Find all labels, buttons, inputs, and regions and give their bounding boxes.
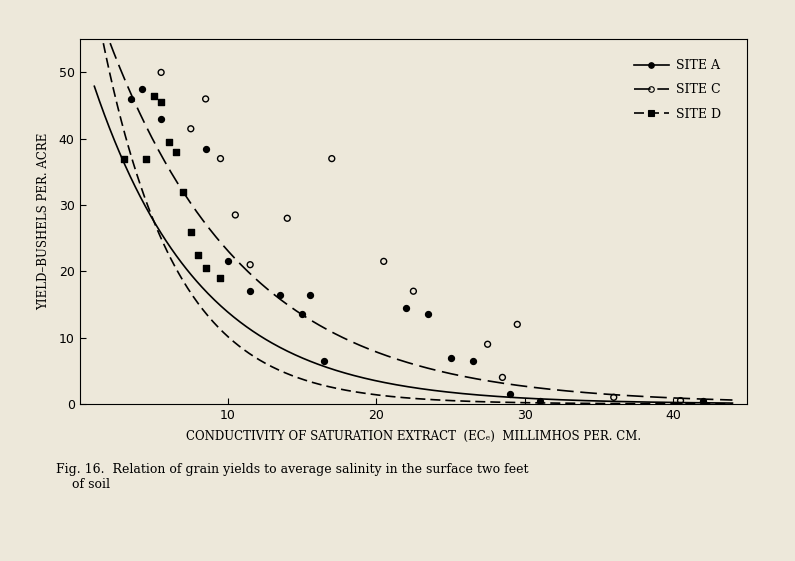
Point <box>296 310 308 319</box>
Point <box>318 356 331 365</box>
Point <box>244 260 257 269</box>
Point <box>169 148 182 157</box>
X-axis label: CONDUCTIVITY OF SATURATION EXTRACT  (ECₑ)  MILLIMHOS PER. CM.: CONDUCTIVITY OF SATURATION EXTRACT (ECₑ)… <box>186 430 641 443</box>
Point <box>467 356 479 365</box>
Point <box>533 396 546 405</box>
Point <box>200 94 212 103</box>
Point <box>378 257 390 266</box>
Point <box>244 287 257 296</box>
Point <box>214 154 227 163</box>
Point <box>140 154 153 163</box>
Point <box>674 396 687 405</box>
Point <box>155 98 168 107</box>
Point <box>162 137 175 146</box>
Legend: SITE A, SITE C, SITE D: SITE A, SITE C, SITE D <box>627 53 727 127</box>
Point <box>118 154 130 163</box>
Point <box>200 264 212 273</box>
Point <box>696 396 709 405</box>
Point <box>125 94 138 103</box>
Point <box>303 290 316 299</box>
Point <box>184 125 197 134</box>
Point <box>407 287 420 296</box>
Point <box>273 290 286 299</box>
Point <box>607 393 620 402</box>
Point <box>503 389 516 398</box>
Point <box>422 310 435 319</box>
Point <box>200 144 212 153</box>
Point <box>511 320 524 329</box>
Point <box>192 250 204 259</box>
Point <box>481 340 494 349</box>
Point <box>281 214 293 223</box>
Point <box>325 154 338 163</box>
Point <box>155 68 168 77</box>
Point <box>444 353 457 362</box>
Point <box>147 91 160 100</box>
Point <box>135 85 148 94</box>
Point <box>496 373 509 382</box>
Point <box>155 114 168 123</box>
Point <box>400 304 413 312</box>
Point <box>184 227 197 236</box>
Point <box>229 210 242 219</box>
Point <box>222 257 235 266</box>
Point <box>177 187 190 196</box>
Point <box>214 273 227 282</box>
Y-axis label: YIELD–BUSHELS PER. ACRE: YIELD–BUSHELS PER. ACRE <box>37 133 50 310</box>
Text: Fig. 16.  Relation of grain yields to average salinity in the surface two feet
 : Fig. 16. Relation of grain yields to ave… <box>56 463 528 491</box>
